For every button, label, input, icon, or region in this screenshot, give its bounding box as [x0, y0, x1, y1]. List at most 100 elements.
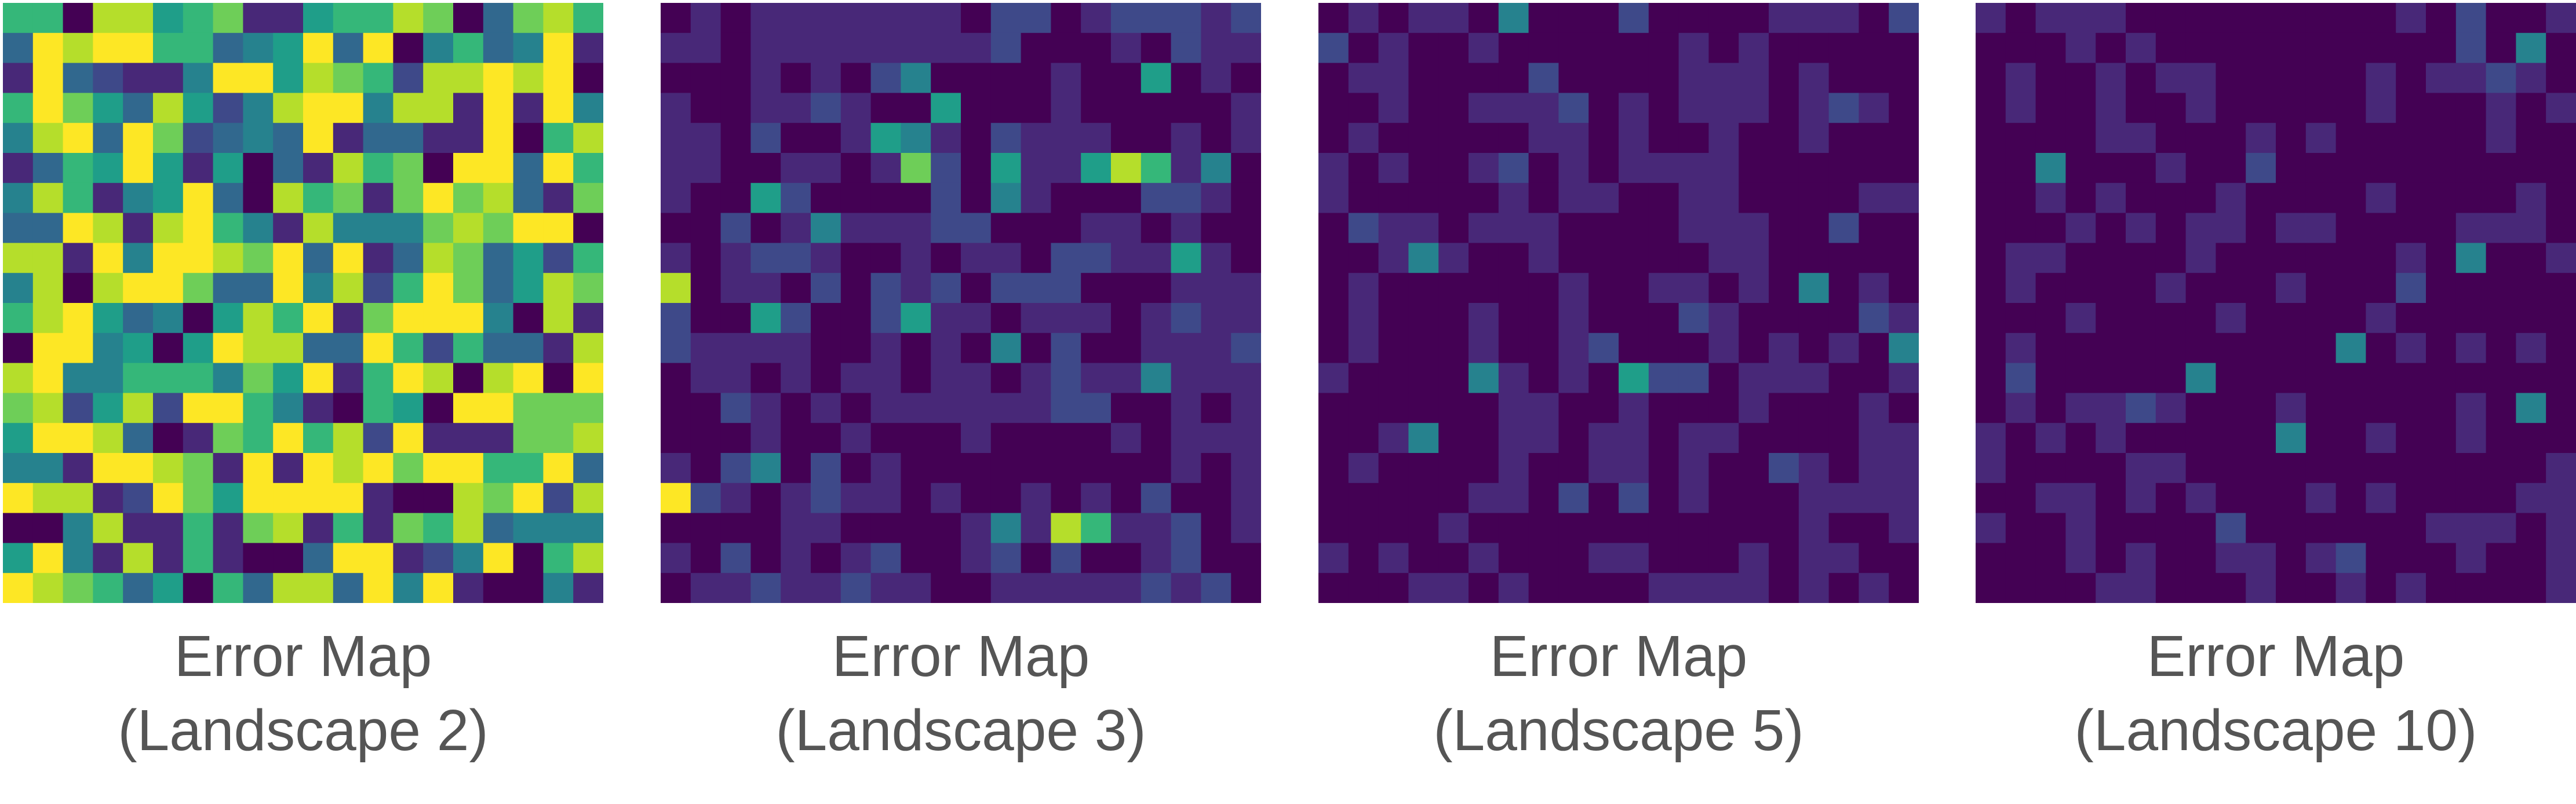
- heatmap-cell: [2096, 393, 2126, 423]
- heatmap-cell: [870, 363, 901, 393]
- heatmap-cell: [2005, 573, 2036, 603]
- heatmap-cell: [1708, 483, 1739, 514]
- heatmap-cell: [363, 243, 393, 273]
- heatmap-cell: [990, 3, 1022, 34]
- heatmap-cell: [2035, 273, 2066, 304]
- heatmap-cell: [1318, 63, 1349, 93]
- heatmap-cell: [1558, 423, 1589, 454]
- heatmap-cell: [690, 93, 722, 123]
- heatmap-cell: [2035, 63, 2066, 93]
- heatmap-cell: [2096, 63, 2126, 93]
- heatmap-cell: [1081, 63, 1112, 93]
- heatmap-cell: [1141, 93, 1172, 123]
- heatmap-cell: [2005, 32, 2036, 64]
- heatmap-cell: [961, 332, 992, 364]
- heatmap-cell: [543, 182, 574, 214]
- heatmap-cell: [1141, 123, 1172, 154]
- heatmap-cell: [2216, 243, 2246, 273]
- heatmap-cell: [1408, 123, 1439, 154]
- heatmap-cell: [453, 32, 484, 64]
- heatmap-cell: [1438, 182, 1469, 214]
- heatmap-cell: [513, 543, 544, 573]
- heatmap-cell: [1678, 182, 1709, 214]
- heatmap-cell: [2335, 573, 2366, 603]
- heatmap-cell: [2035, 393, 2066, 423]
- heatmap-cell: [393, 332, 424, 364]
- heatmap-cell: [2396, 213, 2426, 243]
- heatmap-cell: [63, 63, 93, 93]
- heatmap-cell: [1619, 63, 1649, 93]
- heatmap-cell: [273, 273, 304, 304]
- heatmap-cell: [661, 273, 691, 304]
- heatmap-cell: [2276, 153, 2307, 184]
- heatmap-cell: [1081, 363, 1112, 393]
- heatmap-cell: [811, 363, 841, 393]
- heatmap-cell: [303, 63, 334, 93]
- heatmap-cell: [750, 573, 781, 603]
- heatmap-cell: [32, 393, 64, 423]
- heatmap-cell: [573, 273, 603, 304]
- heatmap-cell: [513, 363, 544, 393]
- heatmap-cell: [661, 363, 691, 393]
- heatmap-cell: [2216, 3, 2246, 34]
- heatmap-cell: [213, 153, 243, 184]
- heatmap-cell: [2486, 32, 2516, 64]
- heatmap-cell: [1438, 123, 1469, 154]
- heatmap-cell: [2126, 32, 2156, 64]
- heatmap-cell: [2305, 182, 2337, 214]
- heatmap-cell: [1469, 243, 1499, 273]
- heatmap-cell: [2546, 573, 2576, 603]
- heatmap-cell: [811, 543, 841, 573]
- heatmap-cell: [1678, 303, 1709, 334]
- heatmap-cell: [1769, 153, 1799, 184]
- heatmap-cell: [423, 573, 454, 603]
- heatmap-cell: [1408, 3, 1439, 34]
- heatmap-cell: [2065, 453, 2096, 484]
- heatmap-cell: [1231, 513, 1261, 543]
- heatmap-cell: [1769, 393, 1799, 423]
- heatmap-cell: [661, 32, 691, 64]
- heatmap-cell: [1588, 423, 1619, 454]
- heatmap-cell: [2216, 363, 2246, 393]
- heatmap-cell: [2455, 332, 2487, 364]
- heatmap-cell: [363, 93, 393, 123]
- heatmap-cell: [303, 153, 334, 184]
- heatmap-cell: [2276, 513, 2307, 543]
- heatmap-cell: [2516, 513, 2546, 543]
- heatmap-cell: [2546, 3, 2576, 34]
- heatmap-cell: [1889, 543, 1919, 573]
- heatmap-cell: [1051, 332, 1081, 364]
- heatmap-cell: [273, 332, 304, 364]
- heatmap-cell: [1976, 153, 2006, 184]
- heatmap-cell: [1739, 153, 1769, 184]
- heatmap-cell: [1648, 243, 1679, 273]
- heatmap-cell: [1141, 303, 1172, 334]
- heatmap-cell: [2126, 453, 2156, 484]
- heatmap-cell: [2305, 393, 2337, 423]
- heatmap-cell: [1201, 153, 1231, 184]
- heatmap-cell: [1438, 273, 1469, 304]
- heatmap-cell: [990, 543, 1022, 573]
- heatmap-cell: [63, 243, 93, 273]
- heatmap-cell: [2276, 273, 2307, 304]
- heatmap-cell: [1528, 182, 1559, 214]
- heatmap-cell: [423, 303, 454, 334]
- heatmap-cell: [901, 63, 931, 93]
- heatmap-cell: [1051, 363, 1081, 393]
- heatmap-cell: [2096, 273, 2126, 304]
- heatmap-cell: [1318, 182, 1349, 214]
- heatmap-cell: [1648, 3, 1679, 34]
- heatmap-cell: [870, 32, 901, 64]
- heatmap-cell: [2035, 182, 2066, 214]
- heatmap-cell: [1828, 182, 1859, 214]
- heatmap-cell: [2366, 93, 2396, 123]
- heatmap-cell: [2455, 453, 2487, 484]
- heatmap-cell: [1739, 543, 1769, 573]
- heatmap-cell: [1469, 63, 1499, 93]
- heatmap-cell: [573, 32, 603, 64]
- heatmap-cell: [2516, 3, 2546, 34]
- heatmap-cell: [93, 483, 123, 514]
- heatmap-cell: [1769, 63, 1799, 93]
- heatmap-cell: [1889, 153, 1919, 184]
- heatmap-cell: [32, 123, 64, 154]
